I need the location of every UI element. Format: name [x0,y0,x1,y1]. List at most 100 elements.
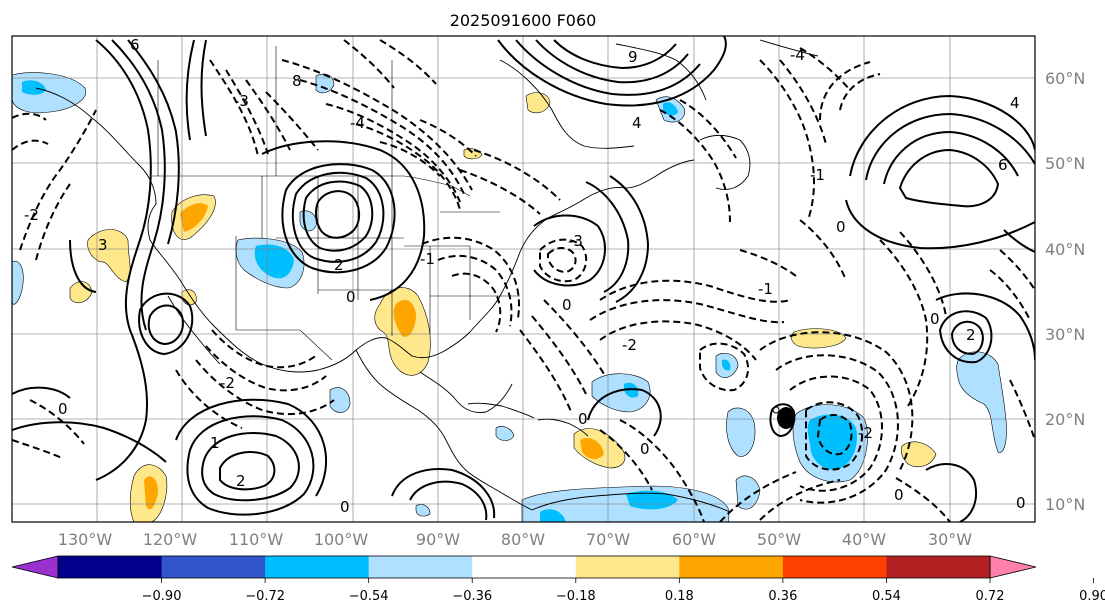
shade-region [315,73,335,94]
contour-label: -2 [858,424,873,442]
contour-label: -4 [790,46,805,64]
contour-label: 0 [346,288,356,306]
contour-label: 6 [998,156,1008,174]
latitude-labels: 60°N 50°N 40°N 30°N 20°N 10°N [1045,69,1085,514]
shade-region [329,387,351,413]
contour-label: 2 [966,326,976,344]
shade-region [624,382,639,398]
shade-region [180,203,208,232]
map-title: 2025091600 F060 [450,11,597,30]
shade-region [900,441,937,467]
lat-label: 10°N [1045,495,1085,514]
contour-label: 0 [578,410,588,428]
colorbar-cell [58,556,163,578]
colorbar-frame [57,555,991,579]
contour-label: 0 [58,400,68,418]
shade-region [254,244,294,279]
lon-label: 50°W [757,530,801,549]
shade-region [722,359,731,371]
shade-region [22,80,46,95]
contour-label: 4 [632,114,642,132]
contour-label: 0 [640,440,650,458]
map-area: 6 -3 8 3 -4 -2 -1 2 0 1 4 6 2 -2 -1 0 0 … [12,36,1035,522]
colorbar-cell [472,556,577,578]
colorbar-cells [11,555,1037,579]
colorbar-arrow-high [989,555,1037,579]
shade-region [626,490,678,510]
longitude-labels: 130°W 120°W 110°W 100°W 90°W 80°W 70°W 6… [58,530,972,549]
colorbar-tick-label: −0.72 [245,589,285,604]
contour-label: 2 [236,472,246,490]
colorbar-cell [886,556,991,578]
colorbar-tick-label: −0.36 [452,589,492,604]
colorbar-arrow-low [11,555,59,579]
contour-label: 0 [894,486,904,504]
shade-region [807,414,858,470]
lat-label: 50°N [1045,154,1085,173]
contour-label: -2 [220,374,235,392]
colorbar-ticks: −0.90 −0.72 −0.54 −0.36 −0.18 0.18 0.36 0.54 0.7… [142,578,1105,604]
colorbar: −0.90 −0.72 −0.54 −0.36 −0.18 0.18 0.36 0.54 0.7… [11,555,1105,604]
contour-label: 0 [340,498,350,516]
colorbar-cell [265,556,370,578]
lon-label: 80°W [501,530,545,549]
shade-region [591,373,651,413]
colorbar-tick-label: −0.18 [556,589,596,604]
shade-region [415,504,431,517]
lon-label: 40°W [842,530,886,549]
colorbar-tick-label: 0.18 [665,589,694,604]
contours-negative [12,39,1035,522]
colorbar-tick-label: 0.72 [976,589,1005,604]
colorbar-cell [161,556,266,578]
contour-label: -4 [350,114,365,132]
shade-region [735,475,761,510]
colorbar-tick-label: −0.90 [142,589,182,604]
lat-label: 30°N [1045,325,1085,344]
lon-label: 110°W [229,530,284,549]
contour-label: 1 [210,434,220,452]
contour-label: 0 [836,218,846,236]
lon-label: 60°W [672,530,716,549]
shade-region [87,229,131,283]
shade-region [12,260,24,305]
lat-label: 60°N [1045,69,1085,88]
shade-region [495,426,515,441]
contour-label: -3 [234,92,249,110]
colorbar-cell [782,556,887,578]
shaded-regions [12,72,1007,522]
contour-label: 6 [130,36,140,54]
lat-label: 20°N [1045,410,1085,429]
colorbar-tick-label: 0.54 [872,589,901,604]
contour-label: -3 [568,232,583,250]
colorbar-tick-label: 0.36 [768,589,797,604]
lon-label: 30°W [928,530,972,549]
contour-label: 0 [1016,494,1026,512]
contour-label: -2 [622,336,637,354]
shade-region [393,299,416,337]
shade-region [663,102,678,116]
storm-marker [772,406,795,429]
lon-label: 100°W [314,530,369,549]
contour-label: -1 [420,250,435,268]
lon-label: 120°W [143,530,198,549]
lat-label: 40°N [1045,240,1085,259]
shade-region [726,407,756,457]
colorbar-cell [368,556,473,578]
colorbar-cell [575,556,680,578]
shade-region [540,509,566,522]
contour-label: -1 [758,280,773,298]
map-frame [11,35,1036,523]
colorbar-tick-label: 0.90 [1079,589,1105,604]
contour-label: 3 [98,236,108,254]
lon-label: 90°W [416,530,460,549]
coastlines [35,39,819,513]
contour-label: -2 [24,206,39,224]
lon-label: 130°W [58,530,113,549]
contour-label: 0 [562,296,572,314]
contour-label: 0 [930,310,940,328]
shade-region [956,351,1007,453]
colorbar-tick-label: −0.54 [349,589,389,604]
shade-region [580,437,604,460]
contour-label: 4 [1010,94,1020,112]
